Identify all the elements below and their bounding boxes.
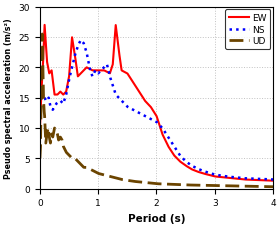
UD (242, 185, 245, 188)
NS (128, 107, 131, 110)
NS (65, 92, 68, 95)
EW (267, 179, 270, 182)
EW (65, 89, 68, 91)
EW (242, 178, 245, 181)
Line: UD: UD (40, 35, 273, 187)
UD (41, 33, 44, 36)
NS (79, 39, 82, 42)
UD (128, 180, 131, 182)
UD (79, 163, 82, 166)
Y-axis label: Pseudo spectral acceleration (m/s²): Pseudo spectral acceleration (m/s²) (4, 18, 13, 178)
NS (267, 178, 270, 181)
NS (79, 40, 82, 43)
Line: NS: NS (40, 41, 273, 180)
NS (271, 178, 275, 181)
EW (271, 180, 275, 182)
EW (43, 25, 46, 27)
Legend: EW, NS, UD: EW, NS, UD (225, 10, 270, 50)
NS (38, 97, 42, 100)
UD (65, 152, 68, 154)
UD (38, 157, 42, 160)
UD (271, 185, 275, 188)
EW (79, 73, 82, 76)
Line: EW: EW (40, 26, 273, 181)
UD (267, 185, 270, 188)
EW (128, 76, 131, 79)
EW (138, 91, 141, 94)
NS (138, 112, 141, 115)
NS (242, 177, 245, 180)
UD (138, 181, 141, 183)
EW (38, 127, 42, 130)
X-axis label: Period (s): Period (s) (128, 213, 185, 223)
